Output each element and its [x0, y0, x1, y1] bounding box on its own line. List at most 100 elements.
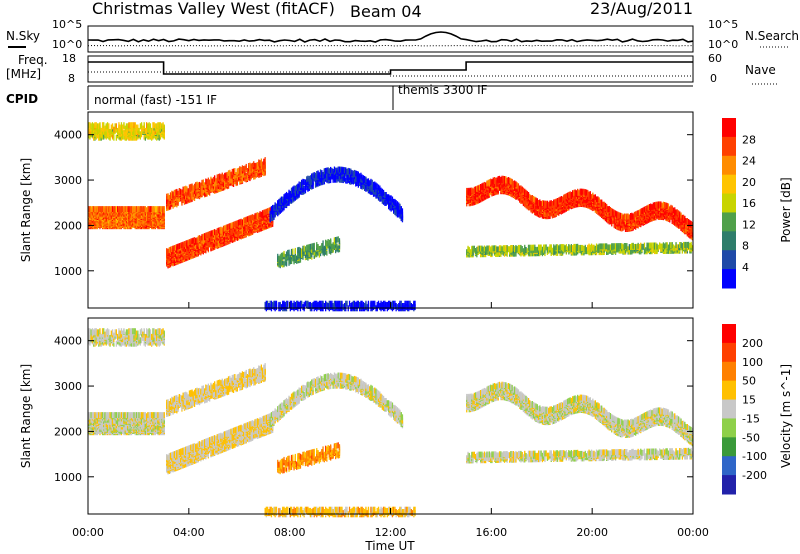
power-cell: [240, 218, 242, 225]
power-cell: [195, 237, 197, 244]
power-cell: [105, 215, 107, 222]
power-cell: [270, 206, 273, 213]
power-cell: [188, 184, 191, 191]
power-cell: [235, 172, 237, 179]
power-cell: [298, 250, 300, 257]
power-cell: [140, 122, 143, 129]
power-cell: [299, 188, 302, 195]
power-cell: [158, 133, 160, 140]
power-cell: [200, 235, 202, 242]
power-cell: [249, 218, 251, 225]
power-cell: [100, 206, 102, 213]
power-cell: [322, 172, 324, 178]
power-cell: [467, 187, 469, 194]
power-cell: [261, 167, 264, 174]
power-cell: [143, 206, 145, 213]
power-cell: [357, 181, 359, 188]
power-cell: [469, 187, 472, 194]
power-cell: [243, 217, 245, 224]
power-cell: [122, 130, 124, 137]
power-cell: [148, 206, 150, 213]
power-cell: [502, 175, 504, 182]
power-cell: [308, 250, 310, 257]
power-cell: [156, 206, 158, 213]
power-cell: [230, 228, 232, 235]
power-cell: [167, 193, 169, 200]
power-cell: [229, 223, 231, 230]
power-cell: [356, 171, 358, 177]
power-cell: [219, 227, 221, 234]
power-cell: [362, 182, 365, 188]
power-cell: [255, 170, 257, 177]
power-cell: [573, 189, 575, 196]
power-cell: [524, 188, 526, 195]
power-cell: [254, 163, 256, 169]
power-cell: [307, 244, 309, 251]
power-cell: [95, 133, 97, 140]
power-cell: [94, 206, 96, 213]
power-cell: [318, 246, 320, 252]
power-cell: [282, 252, 284, 259]
power-cell: [371, 179, 373, 186]
power-cell: [482, 182, 484, 189]
power-cell: [259, 211, 261, 218]
power-cell: [190, 183, 192, 190]
power-cell: [330, 177, 332, 184]
power-cell: [153, 206, 155, 213]
power-cell: [350, 168, 352, 175]
power-cell: [245, 163, 247, 170]
power-cell: [196, 181, 198, 188]
power-cell: [303, 179, 305, 186]
power-cell: [294, 247, 296, 254]
power-cell: [304, 179, 307, 186]
power-cell: [204, 233, 206, 240]
power-cell: [308, 176, 310, 182]
power-cell: [284, 193, 286, 200]
power-cell: [241, 165, 244, 172]
power-cell: [312, 178, 314, 185]
power-cell: [394, 198, 396, 205]
power-cell: [222, 174, 225, 181]
power-cell: [594, 194, 596, 201]
power-cell: [152, 122, 154, 129]
power-cell: [609, 210, 612, 217]
power-cell: [225, 172, 227, 179]
power-cell: [182, 186, 184, 193]
power-cell: [311, 173, 313, 180]
power-cell: [318, 251, 320, 258]
power-cell: [122, 133, 124, 140]
power-cell: [108, 206, 110, 213]
power-cell: [202, 233, 204, 240]
power-cell: [211, 178, 213, 185]
power-cell: [507, 177, 509, 183]
power-cell: [474, 186, 477, 193]
power-cell: [279, 262, 281, 269]
power-cell: [191, 190, 193, 197]
power-cell: [526, 190, 528, 197]
power-cell: [219, 182, 221, 189]
power-cell: [574, 198, 576, 205]
power-cell: [343, 167, 346, 174]
power-cell: [501, 175, 503, 182]
power-cell: [88, 127, 90, 134]
power-cell: [356, 180, 358, 186]
power-cell: [185, 240, 187, 247]
power-cell: [240, 166, 242, 173]
power-cell: [245, 173, 247, 179]
power-cell: [215, 229, 217, 236]
power-cell: [249, 162, 251, 169]
power-cell: [308, 244, 310, 251]
power-cell: [336, 167, 338, 174]
power-cell: [188, 239, 191, 246]
power-cell: [123, 122, 125, 129]
power-cell: [232, 168, 235, 175]
power-cell: [588, 191, 590, 198]
power-cell: [120, 122, 123, 129]
power-cell: [377, 184, 380, 191]
nsky-label: N.Sky: [6, 29, 40, 43]
power-cell: [168, 195, 170, 201]
power-cell: [99, 122, 101, 129]
power-cell: [146, 132, 148, 139]
power-cell: [487, 179, 489, 186]
power-cell: [395, 200, 397, 207]
